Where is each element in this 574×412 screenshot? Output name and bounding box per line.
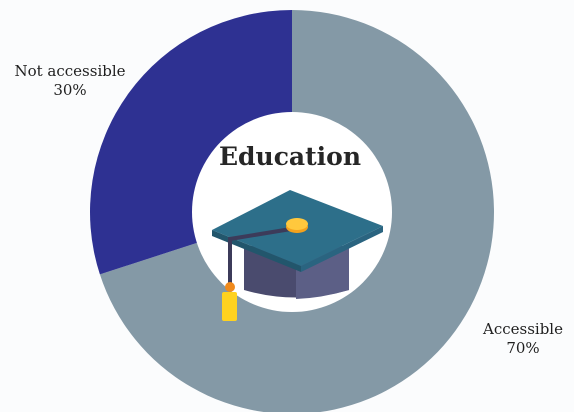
center-title: Education [218,142,362,171]
label-not-accessible-category: Not accessible [14,62,126,80]
label-accessible-category: Accessible [483,320,563,338]
label-not-accessible-value: 30% [53,81,87,99]
label-accessible-value: 70% [506,339,540,357]
graduation-cap-icon [212,190,383,321]
label-accessible: Accessible 70% [478,320,568,358]
label-not-accessible: Not accessible 30% [8,62,132,100]
